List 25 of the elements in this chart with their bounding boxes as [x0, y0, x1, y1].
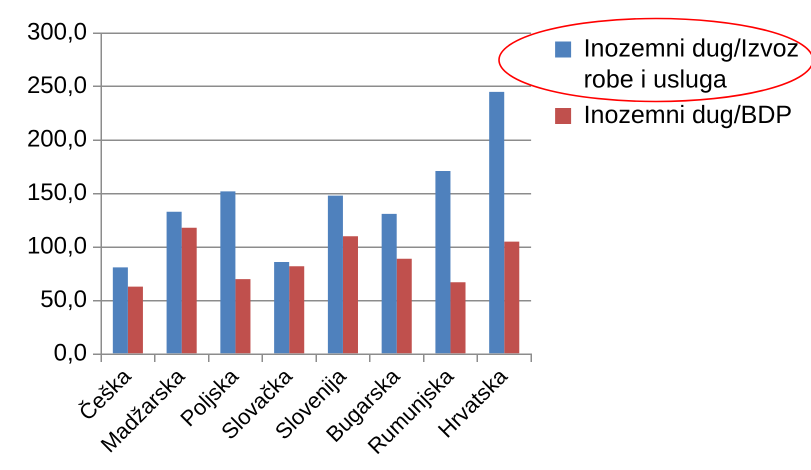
bar: [382, 214, 397, 354]
bar: [235, 279, 250, 354]
y-tick-label: 250,0: [26, 72, 87, 100]
bar: [396, 258, 412, 354]
y-tick-label: 200,0: [26, 126, 87, 153]
bar: [289, 266, 304, 354]
bar: [128, 286, 143, 354]
y-tick-label: 150,0: [26, 179, 87, 206]
bar: [220, 191, 236, 354]
y-tick-label: 0,0: [54, 340, 87, 367]
bar: [182, 228, 197, 354]
bar: [504, 242, 520, 354]
y-tick-label: 300,0: [26, 18, 87, 46]
bar: [328, 196, 343, 354]
bar: [166, 212, 182, 354]
y-tick-label: 100,0: [26, 232, 87, 260]
bar: [342, 236, 358, 354]
bar: [435, 171, 450, 354]
bar: [274, 262, 290, 354]
legend-label: Inozemni dug/Izvoz robe i usluga: [584, 34, 800, 94]
bar: [112, 267, 128, 354]
bar: [450, 282, 466, 354]
legend-label: Inozemni dug/BDP: [584, 100, 792, 129]
y-tick-label: 50,0: [40, 286, 87, 314]
bar: [489, 92, 504, 354]
